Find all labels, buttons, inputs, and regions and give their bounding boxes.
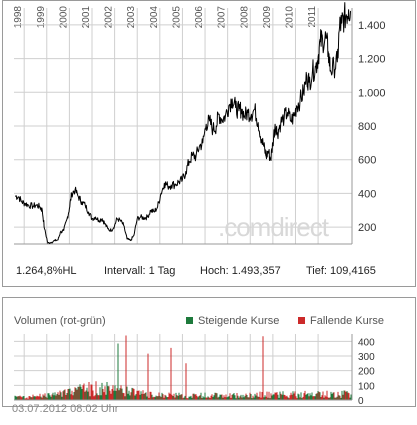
x-tick-label: 2005 bbox=[171, 6, 182, 29]
y-tick-label: 1.200 bbox=[358, 54, 386, 66]
rising-swatch bbox=[186, 317, 193, 324]
volume-chart: 0 100 200 300 400 bbox=[14, 334, 375, 407]
y-tick-label: 400 bbox=[358, 188, 376, 200]
x-tick-label: 2006 bbox=[194, 6, 205, 29]
price-chart: 1998 1999 2000 2001 2002 2003 2004 2005 2006 2007… bbox=[13, 2, 386, 245]
volume-y-tick-label: 400 bbox=[358, 337, 375, 348]
volume-y-tick-label: 100 bbox=[358, 381, 375, 392]
x-tick-label: 2004 bbox=[149, 6, 160, 29]
watermark-logo: .comdirect bbox=[218, 212, 330, 242]
y-tick-label: 1.400 bbox=[358, 20, 386, 32]
price-chart-panel bbox=[2, 0, 416, 287]
x-tick-label: 2009 bbox=[262, 6, 273, 29]
falling-swatch bbox=[298, 317, 305, 324]
timestamp: 03.07.2012 08:02 Uhr bbox=[12, 403, 119, 415]
interval-stat: Intervall: 1 Tag bbox=[104, 265, 176, 277]
volume-y-tick-label: 300 bbox=[358, 352, 375, 363]
x-tick-label: 2000 bbox=[58, 6, 69, 29]
x-tick-label: 2001 bbox=[81, 6, 92, 29]
low-stat: Tief: 109,4165 bbox=[306, 265, 376, 277]
y-tick-label: 200 bbox=[358, 222, 376, 234]
x-tick-label: 2007 bbox=[217, 6, 228, 29]
x-tick-label: 1999 bbox=[36, 6, 47, 29]
x-tick-label: 2011 bbox=[307, 6, 318, 28]
volume-chart-panel bbox=[2, 297, 416, 407]
legend-rising: Steigende Kurse bbox=[186, 315, 279, 327]
x-tick-label: 2010 bbox=[284, 6, 295, 29]
x-tick-label: 1998 bbox=[13, 6, 24, 29]
x-tick-label: 2008 bbox=[239, 6, 250, 29]
y-tick-label: 800 bbox=[358, 121, 376, 133]
high-stat: Hoch: 1.493,357 bbox=[200, 265, 281, 277]
legend-rising-label: Steigende Kurse bbox=[198, 315, 280, 327]
volume-y-tick-label: 0 bbox=[358, 396, 364, 407]
price-series-line bbox=[14, 2, 351, 244]
y-tick-label: 1.000 bbox=[358, 87, 386, 99]
volume-legend-title: Volumen (rot-grün) bbox=[14, 315, 106, 327]
volume-y-tick-label: 200 bbox=[358, 367, 375, 378]
change-stat: 1.264,8%HL bbox=[16, 265, 77, 277]
y-tick-label: 600 bbox=[358, 155, 376, 167]
legend-falling: Fallende Kurse bbox=[298, 315, 384, 327]
legend-falling-label: Fallende Kurse bbox=[310, 315, 384, 327]
x-tick-label: 2003 bbox=[126, 6, 137, 29]
x-tick-label: 2002 bbox=[104, 6, 115, 29]
